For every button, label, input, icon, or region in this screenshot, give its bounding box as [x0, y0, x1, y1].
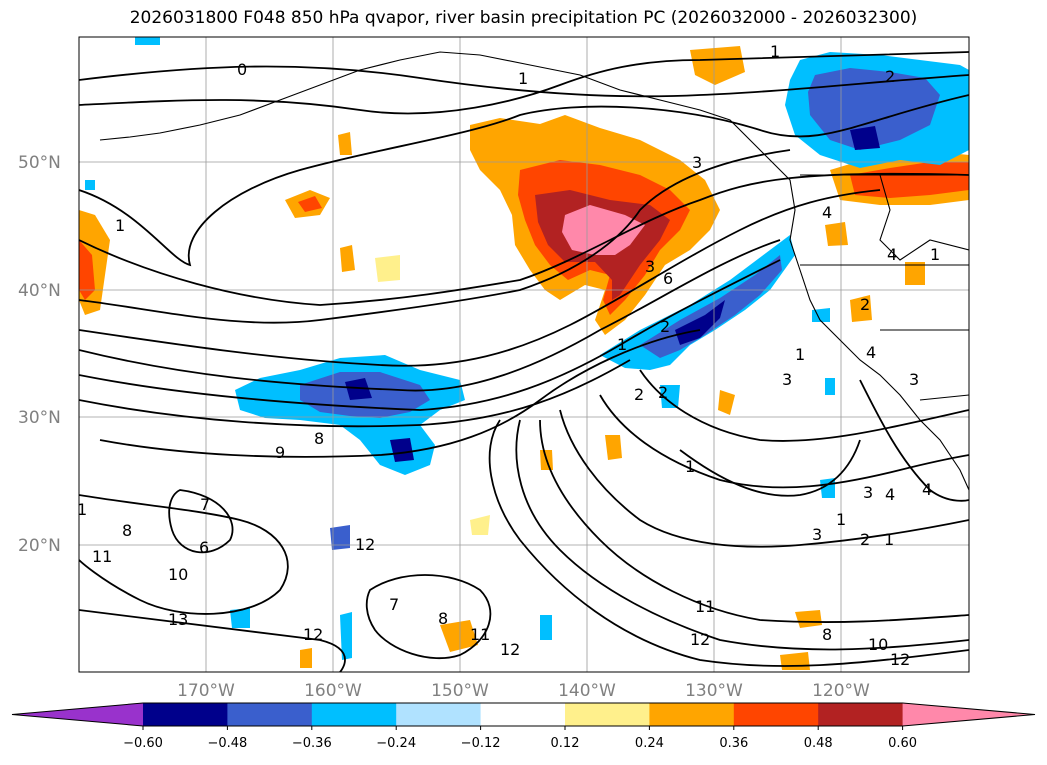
contour-label: 12: [355, 535, 375, 554]
colorbar-segment: [227, 703, 313, 726]
contour-label: 3: [909, 370, 919, 389]
contour-label: 2: [860, 295, 870, 314]
lon-label: 170°W: [177, 681, 235, 701]
contour-label: 10: [868, 635, 888, 654]
contour-label: 1: [617, 335, 627, 354]
contour-label: 4: [866, 343, 876, 362]
lon-label: 120°W: [812, 681, 870, 701]
colorbar-segment: [143, 703, 228, 726]
colorbar-tick-label: −0.60: [123, 736, 163, 751]
contour-label: 4: [822, 203, 832, 222]
contour-label: 6: [663, 269, 673, 288]
contour-label: 1: [77, 500, 87, 519]
colorbar-tick-label: 0.60: [888, 736, 917, 751]
map-area: 0 1 1 1 2 3 4 4 1 3 6 2 2 1 1 2 3 4 3 1 …: [77, 37, 969, 672]
colorbar-tick-label: 0.48: [804, 736, 833, 751]
colorbar-extend-high: [902, 703, 1035, 726]
contour-label: 11: [92, 547, 112, 566]
latitude-labels: 50°N 40°N 30°N 20°N: [18, 153, 61, 556]
colorbar-segment: [396, 703, 482, 726]
contour-label: 1: [685, 457, 695, 476]
colorbar-tick-label: −0.36: [292, 736, 332, 751]
contour-label: 3: [863, 483, 873, 502]
contour-label: 2: [885, 67, 895, 86]
plot-title: 2026031800 F048 850 hPa qvapor, river ba…: [129, 8, 918, 28]
contour-label: 12: [500, 640, 520, 659]
contour-label: 12: [303, 625, 323, 644]
contour-labels: 0 1 1 1 2 3 4 4 1 3 6 2 2 1 1 2 3 4 3 1 …: [77, 42, 940, 669]
colorbar-segment: [311, 703, 397, 726]
contour-label: 4: [885, 485, 895, 504]
lon-label: 130°W: [685, 681, 743, 701]
contour-label: 1: [518, 69, 528, 88]
contour-label: 10: [168, 565, 188, 584]
contour-label: 2: [860, 530, 870, 549]
colorbar-tick-label: 0.36: [719, 736, 748, 751]
graticule: [79, 37, 969, 672]
contour-label: 0: [237, 60, 247, 79]
contour-label: 9: [275, 443, 285, 462]
contour-label: 1: [770, 42, 780, 61]
contour-label: 3: [645, 257, 655, 276]
colorbar-segment: [565, 703, 650, 726]
contour-label: 2: [634, 385, 644, 404]
lat-label: 50°N: [18, 153, 61, 173]
contour-label: 1: [115, 216, 125, 235]
colorbar-tick-label: −0.48: [207, 736, 247, 751]
contour-label: 1: [884, 530, 894, 549]
colorbar-segment: [818, 703, 904, 726]
contour-label: 6: [199, 538, 209, 557]
contour-label: 7: [200, 495, 210, 514]
contour-label: 11: [695, 597, 715, 616]
contour-label: 7: [389, 595, 399, 614]
contour-label: 12: [890, 650, 910, 669]
colorbar-tick-label: −0.12: [461, 736, 501, 751]
lat-label: 20°N: [18, 536, 61, 556]
colorbar-tick-label: 0.24: [635, 736, 664, 751]
contour-label: 8: [438, 609, 448, 628]
contour-label: 13: [168, 610, 188, 629]
contour-label: 11: [470, 625, 490, 644]
lon-label: 140°W: [558, 681, 616, 701]
colorbar-segment: [480, 703, 566, 726]
contour-label: 8: [314, 429, 324, 448]
contour-label: 1: [836, 510, 846, 529]
longitude-labels: 170°W 160°W 150°W 140°W 130°W 120°W: [177, 681, 870, 701]
lon-label: 150°W: [431, 681, 489, 701]
contour-label: 1: [795, 345, 805, 364]
contour-label: 3: [692, 153, 702, 172]
contour-label: 1: [930, 245, 940, 264]
contour-label: 2: [660, 317, 670, 336]
colorbar: −0.60 −0.48 −0.36 −0.24 −0.12 0.12 0.24 0.36 0.4…: [11, 702, 1036, 751]
contour-label: 4: [887, 245, 897, 264]
precip-pc-shading: [79, 37, 969, 670]
contour-label: 8: [822, 625, 832, 644]
colorbar-extend-low: [12, 703, 143, 726]
contour-label: 3: [812, 525, 822, 544]
colorbar-tick-label: 0.12: [551, 736, 580, 751]
colorbar-segment: [733, 703, 819, 726]
qvapor-contours: [79, 51, 969, 672]
lat-label: 30°N: [18, 408, 61, 428]
colorbar-tick-label: −0.24: [376, 736, 416, 751]
contour-label: 4: [922, 480, 932, 499]
contour-label: 2: [658, 383, 668, 402]
lat-label: 40°N: [18, 281, 61, 301]
map-frame: [78, 36, 970, 673]
colorbar-segment: [649, 703, 735, 726]
contour-label: 3: [782, 370, 792, 389]
contour-label: 8: [122, 521, 132, 540]
lon-label: 160°W: [304, 681, 362, 701]
contour-label: 12: [690, 630, 710, 649]
